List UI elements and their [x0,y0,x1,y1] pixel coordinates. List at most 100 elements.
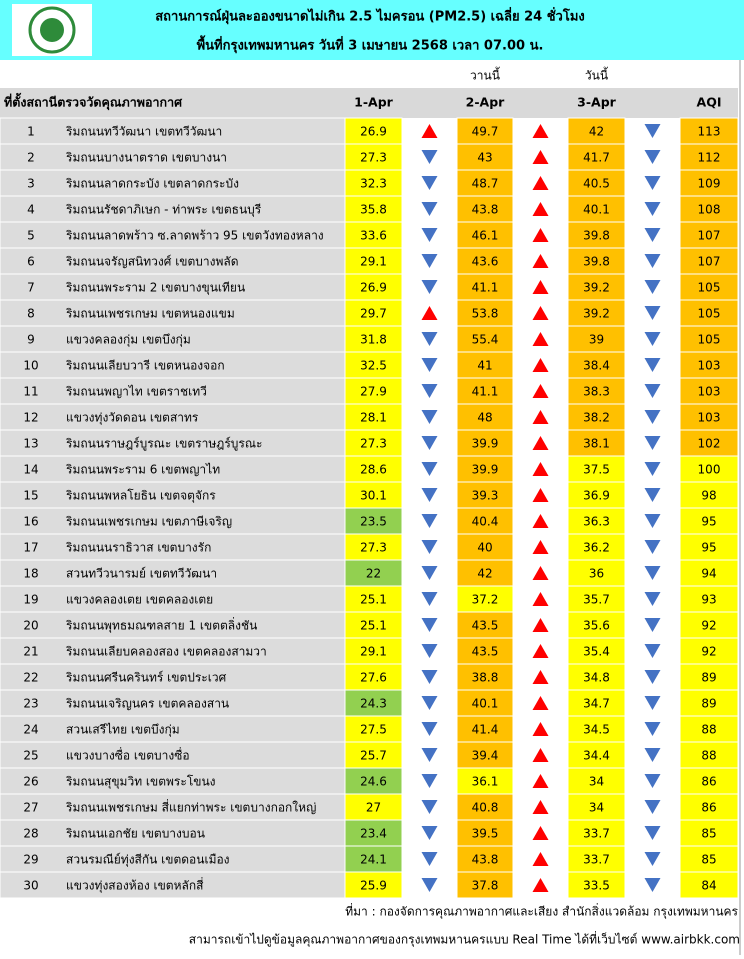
trend-arrow [532,644,549,658]
row-number: 21 [23,645,38,659]
station-name: ริมถนนเอกชัย เขตบางบอน [65,827,204,841]
column-header: 3-Apr [577,95,617,110]
station-name: ริมถนนพุทธมณฑลสาย 1 เขตตลิ่งชัน [65,617,257,634]
value-cell [344,221,403,249]
trend-arrow [644,358,661,372]
value-cell [456,455,514,483]
trend-arrow [644,280,661,294]
column-header: 2-Apr [466,95,506,110]
value-cell [344,117,403,145]
pm-value: 27 [366,801,381,815]
value-cell [344,715,403,743]
value-cell [679,481,739,509]
trend-arrow [421,800,438,814]
value-cell [679,377,739,405]
trend-arrow [532,280,549,294]
trend-arrow [532,202,549,216]
pm-value: 41.1 [472,385,499,399]
row-number: 4 [27,203,35,217]
column-header: AQI [697,95,722,110]
pm-value: 42 [589,125,604,139]
aqi-value: 103 [698,385,721,399]
trend-arrow [532,618,549,632]
trend-arrow [532,852,549,866]
value-cell [456,507,514,535]
value-cell [679,273,739,301]
station-name: แขวงทุ่งวัดดอน เขตสาทร [66,411,199,426]
pm-value: 25.1 [360,593,387,607]
pm-value: 26.9 [360,281,387,295]
pm-value: 49.7 [472,125,499,139]
value-cell [679,871,739,899]
value-cell [344,533,403,561]
row-bg [0,871,346,899]
value-cell [456,377,514,405]
value-cell [567,377,626,405]
column-header: 1-Apr [354,95,394,110]
value-cell [344,325,403,353]
pm-value: 34.5 [583,723,610,737]
value-cell [344,143,403,171]
value-cell [679,663,739,691]
station-name: สวนทวีวนารมย์ เขตทวีวัฒนา [66,567,217,581]
pm-value: 34 [589,775,604,789]
aqi-value: 105 [698,307,721,321]
pm-value: 28.1 [360,411,387,425]
trend-arrow [644,332,661,346]
trend-arrow [421,280,438,294]
value-cell [567,247,626,275]
value-cell [567,325,626,353]
trend-arrow [421,436,438,450]
row-bg [0,117,346,145]
value-cell [344,663,403,691]
aqi-value: 88 [701,749,716,763]
row-number: 27 [23,801,38,815]
pm-value: 43.6 [472,255,499,269]
trend-arrow [644,722,661,736]
row-bg [0,403,346,431]
pm-value: 43.8 [472,853,499,867]
day-label: วานนี้ [470,67,500,83]
pm-value: 39.4 [472,749,499,763]
aqi-value: 93 [701,593,716,607]
trend-arrow [644,592,661,606]
value-cell [344,481,403,509]
row-number: 8 [27,307,35,321]
row-number: 20 [23,619,38,633]
pm-value: 27.6 [360,671,387,685]
trend-arrow [644,696,661,710]
trend-arrow [644,228,661,242]
station-name: ริมถนนพหลโยธิน เขตจตุจักร [65,489,216,504]
aqi-value: 105 [698,333,721,347]
pm-value: 29.1 [360,255,387,269]
value-cell [344,793,403,821]
pm-value: 38.1 [583,437,610,451]
pm-value: 24.1 [360,853,387,867]
value-cell [679,429,739,457]
logo [28,6,76,54]
pm-value: 40.4 [472,515,499,529]
pm-value: 43.5 [472,645,499,659]
pm-value: 34.8 [583,671,610,685]
trend-arrow [532,748,549,762]
pm-value: 34.7 [583,697,610,711]
value-cell [456,351,514,379]
row-number: 1 [27,125,35,139]
aqi-value: 89 [701,697,716,711]
value-cell [567,741,626,769]
pm-value: 35.7 [583,593,610,607]
trend-arrow [532,462,549,476]
row-number: 24 [23,723,38,737]
trend-arrow [421,514,438,528]
row-bg [0,507,346,535]
value-cell [679,351,739,379]
value-cell [567,429,626,457]
station-name: สวนรมณีย์ทุ่งสีกัน เขตดอนเมือง [66,853,230,868]
trend-arrow [421,878,438,892]
trend-arrow [421,176,438,190]
value-cell [344,871,403,899]
pm-value: 38.3 [583,385,610,399]
pm-value: 48 [477,411,492,425]
row-bg [0,455,346,483]
